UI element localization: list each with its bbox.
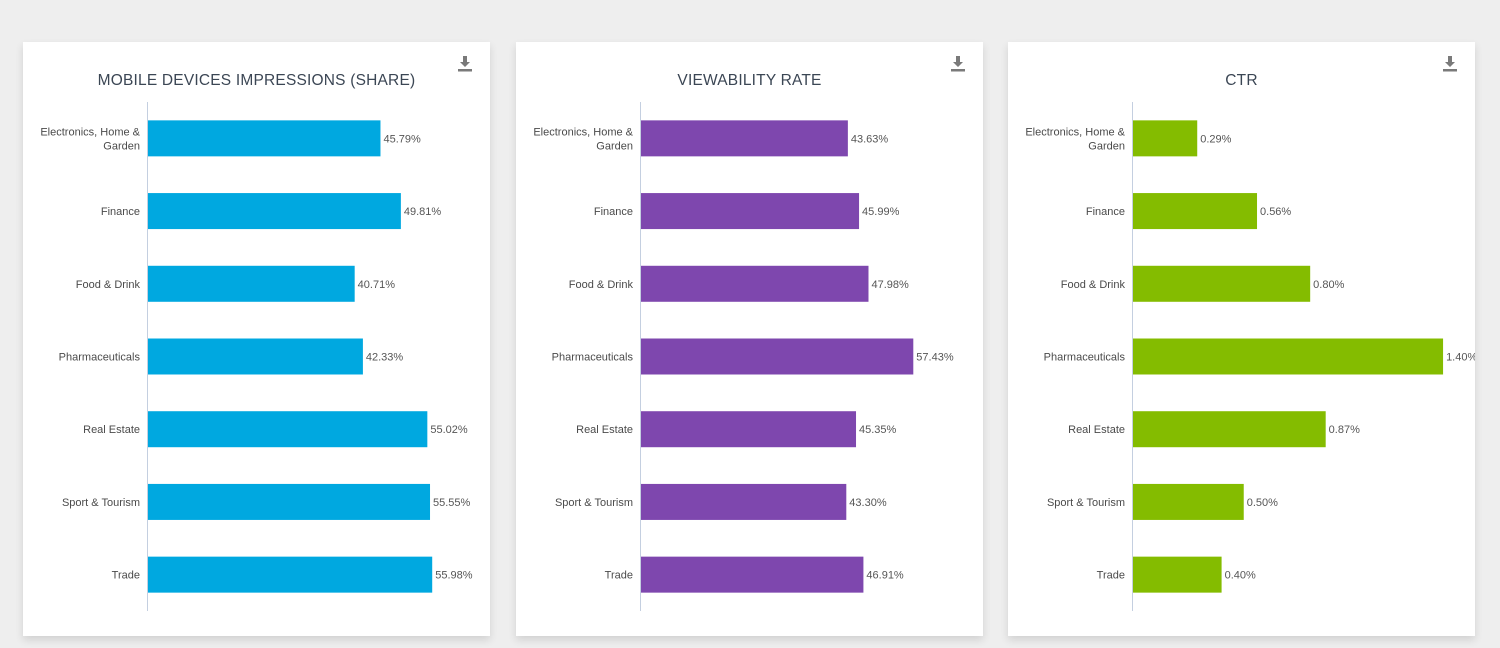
category-tick-label: Food & Drink (1061, 279, 1126, 291)
chart-title: MOBILE DEVICES IMPRESSIONS (SHARE) (97, 72, 416, 89)
data-label: 42.33% (366, 352, 404, 364)
data-label: 0.50% (1247, 497, 1278, 509)
category-tick-label: Food & Drink (76, 279, 141, 291)
bar (1133, 556, 1222, 593)
category-tick-label: Garden (103, 140, 140, 152)
category-tick-label: Garden (596, 140, 633, 152)
category-tick-label: Real Estate (1068, 424, 1125, 436)
bar (148, 193, 401, 230)
bar (1133, 120, 1198, 157)
data-label: 55.98% (435, 570, 473, 582)
data-label: 43.30% (849, 497, 887, 509)
chart-title: VIEWABILITY RATE (677, 72, 822, 89)
bar (1133, 483, 1244, 520)
category-tick-label: Electronics, Home & (1025, 126, 1125, 138)
bar (641, 411, 857, 448)
data-label: 0.56% (1260, 206, 1291, 218)
data-label: 0.80% (1313, 279, 1344, 291)
category-tick-label: Finance (101, 206, 140, 218)
bar (1133, 193, 1258, 230)
data-label: 43.63% (851, 133, 889, 145)
bar (641, 120, 848, 157)
bar (641, 265, 869, 302)
category-tick-label: Finance (594, 206, 633, 218)
chart-title: CTR (1225, 72, 1258, 89)
data-label: 45.35% (859, 424, 897, 436)
bar (641, 556, 864, 593)
chart-card-viewability-rate: VIEWABILITY RATE 43.63% Electronics, Home… (516, 42, 983, 636)
bar (148, 120, 381, 157)
category-tick-label: Trade (605, 570, 633, 582)
category-tick-label: Electronics, Home & (533, 126, 633, 138)
category-tick-label: Real Estate (576, 424, 633, 436)
bar (1133, 265, 1311, 302)
data-label: 57.43% (916, 352, 954, 364)
category-tick-label: Pharmaceuticals (1044, 352, 1126, 364)
category-tick-label: Electronics, Home & (40, 126, 140, 138)
category-tick-label: Trade (1097, 570, 1125, 582)
chart-plot: 0.29% Electronics, Home & Garden 0.56% Finan… (1025, 102, 1475, 611)
download-icon[interactable] (1443, 55, 1457, 73)
data-label: 47.98% (871, 279, 909, 291)
data-label: 46.91% (866, 570, 904, 582)
bar (148, 338, 363, 375)
data-label: 40.71% (358, 279, 396, 291)
category-tick-label: Sport & Tourism (555, 497, 633, 509)
data-label: 0.40% (1225, 570, 1256, 582)
data-label: 45.79% (383, 133, 421, 145)
bar (148, 411, 428, 448)
category-tick-label: Finance (1086, 206, 1125, 218)
chart-plot: 45.79% Electronics, Home & Garden 49.81% Fin… (40, 102, 473, 611)
category-tick-label: Trade (112, 570, 140, 582)
data-label: 49.81% (404, 206, 442, 218)
bar (148, 265, 355, 302)
chart-card-ctr: CTR 0.29% Electronics, Home & Garden 0.56% F… (1008, 42, 1475, 636)
data-label: 55.55% (433, 497, 471, 509)
bar (148, 483, 431, 520)
data-label: 55.02% (430, 424, 468, 436)
download-icon[interactable] (951, 55, 965, 73)
chart-card-mobile-impressions: MOBILE DEVICES IMPRESSIONS (SHARE) 45.79… (23, 42, 490, 636)
data-label: 45.99% (862, 206, 900, 218)
category-tick-label: Sport & Tourism (1047, 497, 1125, 509)
bar (641, 193, 860, 230)
bar (641, 483, 847, 520)
data-label: 0.29% (1200, 133, 1231, 145)
data-label: 1.40% (1446, 352, 1475, 364)
category-tick-label: Sport & Tourism (62, 497, 140, 509)
data-label: 0.87% (1329, 424, 1360, 436)
chart-plot: 43.63% Electronics, Home & Garden 45.99% Fin… (533, 102, 954, 611)
category-tick-label: Pharmaceuticals (552, 352, 634, 364)
bar (1133, 411, 1326, 448)
category-tick-label: Real Estate (83, 424, 140, 436)
bar (641, 338, 914, 375)
bar (1133, 338, 1444, 375)
download-icon[interactable] (458, 55, 472, 73)
category-tick-label: Pharmaceuticals (59, 352, 141, 364)
category-tick-label: Garden (1088, 140, 1125, 152)
bar (148, 556, 433, 593)
category-tick-label: Food & Drink (569, 279, 634, 291)
